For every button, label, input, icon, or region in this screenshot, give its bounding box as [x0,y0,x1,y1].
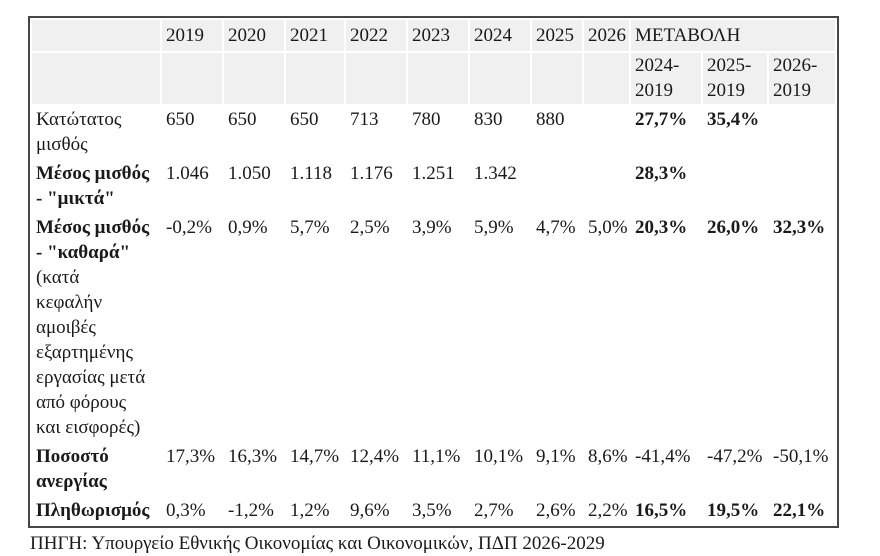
value-cell: 650 [162,106,222,158]
value-cell: 5,7% [286,214,344,441]
empty-header [584,53,629,104]
table-row-unemployment-rate: Ποσοστό ανεργίας 17,3% 16,3% 14,7% 12,4%… [32,443,836,495]
value-cell: 2,6% [532,497,582,524]
change-cell [769,106,836,158]
value-cell: 880 [532,106,582,158]
value-cell: 0,9% [224,214,284,441]
row-label-bold: Πληθωρισμός [36,500,150,521]
row-label: Ποσοστό ανεργίας [32,443,160,495]
row-label: Μέσος μισθός - "μικτά" [32,160,160,212]
year-header: 2024 [470,20,530,51]
value-cell [584,106,629,158]
value-cell: 1.342 [470,160,530,212]
row-label: Πληθωρισμός [32,497,160,524]
empty-header [346,53,406,104]
change-cell: -47,2% [703,443,767,495]
change-cell: 35,4% [703,106,767,158]
year-header: 2023 [408,20,468,51]
change-cell [703,160,767,212]
year-header: 2021 [286,20,344,51]
change-cell: -50,1% [769,443,836,495]
value-cell: -0,2% [162,214,222,441]
empty-header [162,53,222,104]
value-cell: 9,6% [346,497,406,524]
value-cell: 11,1% [408,443,468,495]
source-note: ΠΗΓΗ: Υπουργείο Εθνικής Οικονομίας και Ο… [30,533,605,554]
corner-header [32,20,160,51]
value-cell: 3,9% [408,214,468,441]
empty-header [408,53,468,104]
table-row-gross-average-wage: Μέσος μισθός - "μικτά" 1.046 1.050 1.118… [32,160,836,212]
change-header: ΜΕΤΑΒΟΛΗ [631,20,836,51]
change-cell: 16,5% [631,497,701,524]
row-label-text: Κατώτατος μισθός [36,109,122,155]
change-cell [769,160,836,212]
change-cell: 28,3% [631,160,701,212]
value-cell: 10,1% [470,443,530,495]
row-label-bold: Μέσος μισθός - "καθαρά" [36,217,150,263]
row-label: Κατώτατος μισθός [32,106,160,158]
empty-header [224,53,284,104]
value-cell: 17,3% [162,443,222,495]
value-cell: 1.046 [162,160,222,212]
change-cell: 26,0% [703,214,767,441]
value-cell: 1.118 [286,160,344,212]
value-cell: 0,3% [162,497,222,524]
change-cell: 32,3% [769,214,836,441]
value-cell: 9,1% [532,443,582,495]
change-cell: 27,7% [631,106,701,158]
change-cell: 22,1% [769,497,836,524]
change-period-header: 2026- 2019 [769,53,836,104]
empty-header [32,53,160,104]
year-header: 2026 [584,20,629,51]
economic-indicators-table: 2019 2020 2021 2022 2023 2024 2025 2026 … [28,16,840,528]
change-period-header: 2025- 2019 [703,53,767,104]
value-cell: 5,0% [584,214,629,441]
change-period-header: 2024- 2019 [631,53,701,104]
change-cell: -41,4% [631,443,701,495]
row-label-text: (κατά κεφαλήν αμοιβές εξαρτημένης εργασί… [36,267,146,438]
value-cell: 650 [286,106,344,158]
value-cell: 4,7% [532,214,582,441]
empty-header [286,53,344,104]
value-cell: 830 [470,106,530,158]
row-label: Μέσος μισθός - "καθαρά" (κατά κεφαλήν αμ… [32,214,160,441]
value-cell: 650 [224,106,284,158]
table-row-minimum-wage: Κατώτατος μισθός 650 650 650 713 780 830… [32,106,836,158]
value-cell: -1,2% [224,497,284,524]
value-cell: 2,2% [584,497,629,524]
year-header: 2022 [346,20,406,51]
value-cell: 1.050 [224,160,284,212]
value-cell: 3,5% [408,497,468,524]
value-cell [584,160,629,212]
table-row-net-average-wage: Μέσος μισθός - "καθαρά" (κατά κεφαλήν αμ… [32,214,836,441]
value-cell: 2,5% [346,214,406,441]
year-header: 2025 [532,20,582,51]
value-cell: 1.251 [408,160,468,212]
value-cell: 12,4% [346,443,406,495]
value-cell: 5,9% [470,214,530,441]
value-cell: 713 [346,106,406,158]
header-row-years: 2019 2020 2021 2022 2023 2024 2025 2026 … [32,20,836,51]
row-label-bold: Ποσοστό ανεργίας [36,446,109,492]
empty-header [470,53,530,104]
row-label-bold: Μέσος μισθός - "μικτά" [36,163,150,209]
value-cell: 8,6% [584,443,629,495]
value-cell: 14,7% [286,443,344,495]
value-cell: 16,3% [224,443,284,495]
value-cell: 1,2% [286,497,344,524]
year-header: 2020 [224,20,284,51]
empty-header [532,53,582,104]
value-cell: 1.176 [346,160,406,212]
table-row-inflation: Πληθωρισμός 0,3% -1,2% 1,2% 9,6% 3,5% 2,… [32,497,836,524]
value-cell [532,160,582,212]
change-cell: 20,3% [631,214,701,441]
change-cell: 19,5% [703,497,767,524]
value-cell: 2,7% [470,497,530,524]
header-row-periods: 2024- 2019 2025- 2019 2026- 2019 [32,53,836,104]
value-cell: 780 [408,106,468,158]
year-header: 2019 [162,20,222,51]
